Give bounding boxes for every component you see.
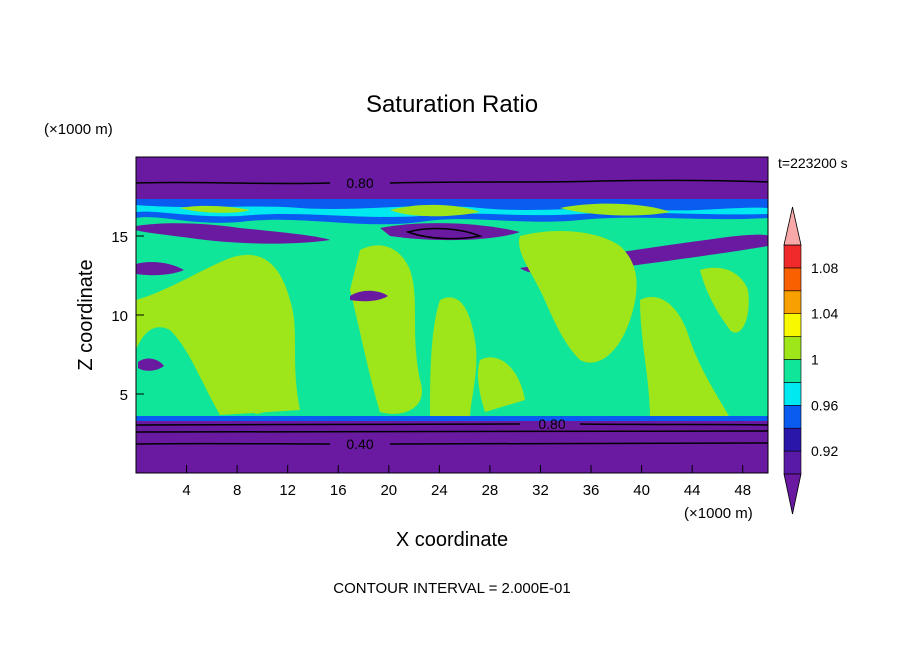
moist-region-7 (239, 328, 277, 414)
x-tick-label: 44 (684, 482, 701, 499)
y-tick-label: 15 (111, 229, 128, 246)
y-tick-label: 5 (120, 387, 128, 404)
colorbar-tick-label: 0.96 (811, 397, 838, 413)
x-tick-label: 16 (330, 482, 347, 499)
moist-region-8 (477, 357, 525, 412)
x-axis-label: X coordinate (396, 529, 508, 551)
moist-region-4 (430, 297, 477, 418)
colorbar: 0.92 0.96 1 1.04 1.08 (783, 206, 838, 515)
upper-green-cloud (180, 203, 670, 217)
colorbar-segment (783, 267, 802, 292)
contour-line-lower-1 (136, 423, 768, 426)
moist-region-5 (640, 297, 730, 418)
moist-region-6 (700, 267, 749, 333)
dry-spot-low-left (138, 358, 164, 371)
moist-region-2 (350, 245, 422, 414)
chart-title: Saturation Ratio (366, 91, 538, 118)
x-tick-label: 28 (482, 482, 499, 499)
contour-line-lower-3 (136, 442, 768, 445)
colorbar-under-triangle (783, 473, 802, 515)
moist-region-3 (519, 231, 637, 363)
dry-spot-mid (350, 290, 388, 302)
x-tick-label: 36 (583, 482, 600, 499)
colorbar-tick-label: 1.08 (811, 260, 838, 276)
y-axis-label: Z coordinate (75, 259, 97, 370)
time-label: t=223200 s (778, 155, 848, 171)
x-axis-ticks: 4 8 12 16 20 24 28 32 36 40 44 48 (182, 465, 751, 499)
y-unit-label: (×1000 m) (44, 121, 113, 138)
plot-area: 0.80 0.80 0.40 (136, 157, 768, 473)
y-tick-label: 10 (111, 308, 128, 325)
contour-label-lower-2: 0.40 (346, 436, 373, 452)
x-tick-label: 32 (532, 482, 549, 499)
x-tick-label: 20 (380, 482, 397, 499)
colorbar-segment (783, 382, 802, 406)
colorbar-segment (783, 359, 802, 383)
dry-patch-center (380, 223, 520, 241)
lower-dry-band (136, 421, 768, 473)
x-tick-label: 24 (431, 482, 448, 499)
colorbar-segment (783, 404, 802, 429)
x-tick-label: 48 (734, 482, 751, 499)
colorbar-over-triangle (783, 206, 802, 246)
dry-patch-left-low (136, 262, 184, 276)
x-tick-label: 12 (279, 482, 296, 499)
upper-dry-band (136, 157, 768, 199)
contour-label-upper: 0.80 (346, 175, 373, 191)
colorbar-segment (783, 290, 802, 314)
dry-patch-left (136, 223, 330, 244)
colorbar-segment (783, 336, 802, 360)
colorbar-segment (783, 313, 802, 337)
contour-label-lower-1: 0.80 (538, 416, 565, 432)
x-tick-label: 40 (633, 482, 650, 499)
colorbar-segment (783, 450, 802, 475)
x-unit-label: (×1000 m) (684, 505, 753, 522)
y-axis-ticks: 5 10 15 (111, 229, 144, 404)
contour-line-upper (136, 179, 768, 185)
x-tick-label: 8 (233, 482, 241, 499)
x-tick-label: 4 (182, 482, 190, 499)
contour-interval-footer: CONTOUR INTERVAL = 2.000E-01 (333, 580, 570, 597)
colorbar-tick-label: 1 (811, 352, 819, 368)
colorbar-segment (783, 244, 802, 269)
colorbar-tick-label: 1.04 (811, 306, 838, 322)
contour-line-mid (405, 227, 483, 240)
lower-cyan-edge (136, 416, 768, 422)
colorbar-tick-label: 0.92 (811, 443, 838, 459)
contour-line-lower-2 (136, 430, 768, 433)
colorbar-segment (783, 427, 802, 452)
